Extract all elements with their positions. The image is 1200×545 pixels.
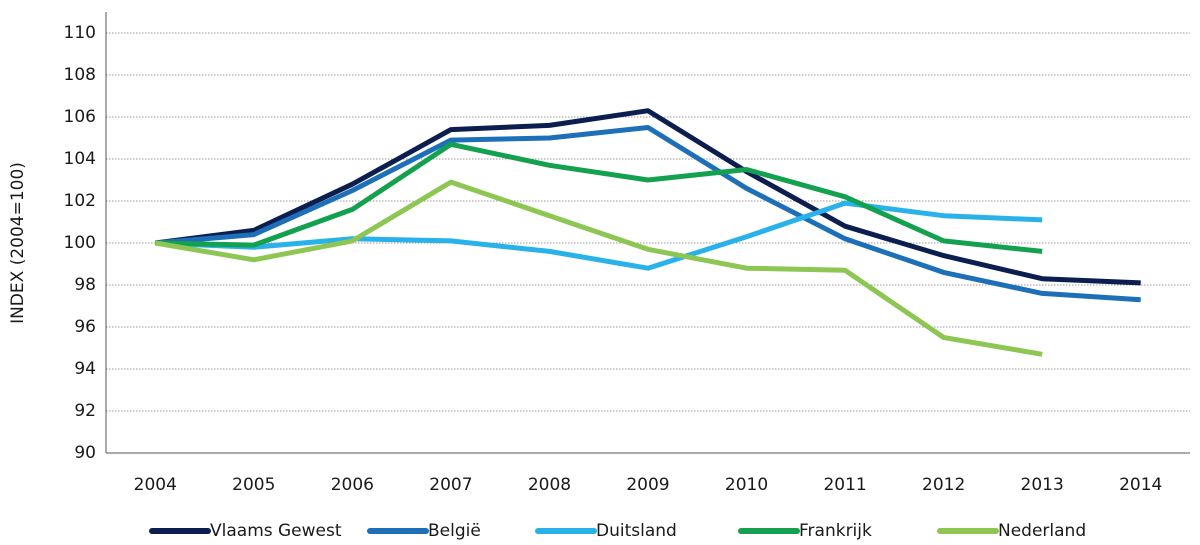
- x-tick-label: 2008: [528, 475, 571, 495]
- x-tick-label: 2009: [626, 475, 669, 495]
- x-tick-label: 2011: [823, 475, 866, 495]
- y-tick-label: 96: [74, 317, 96, 337]
- y-tick-label: 90: [74, 443, 96, 463]
- series-line: [155, 125, 1141, 303]
- y-tick-label: 100: [64, 233, 96, 253]
- x-tick-label: 2014: [1119, 475, 1162, 495]
- series-line: [154, 108, 1141, 286]
- y-tick-label: 92: [74, 401, 96, 421]
- y-tick-label: 94: [74, 359, 96, 379]
- y-tick-label: 104: [64, 149, 96, 169]
- x-tick-label: 2013: [1021, 475, 1064, 495]
- y-tick-label: 98: [74, 275, 96, 295]
- legend-label: Vlaams Gewest: [210, 521, 342, 541]
- legend-label: Nederland: [998, 521, 1086, 541]
- y-tick-label: 102: [64, 191, 96, 211]
- y-tick-label: 110: [64, 23, 96, 43]
- x-tick-label: 2012: [922, 475, 965, 495]
- series-line: [154, 179, 1043, 357]
- x-tick-label: 2006: [331, 475, 374, 495]
- series-line: [155, 200, 1043, 271]
- y-tick-label: 108: [64, 65, 96, 85]
- x-tick-label: 2007: [429, 475, 472, 495]
- y-tick-label: 106: [64, 107, 96, 127]
- legend-label: Frankrijk: [799, 521, 872, 541]
- series-line: [155, 141, 1043, 254]
- x-tick-label: 2005: [232, 475, 275, 495]
- legend-label: Duitsland: [596, 521, 677, 541]
- x-tick-label: 2004: [134, 475, 177, 495]
- y-axis-label: INDEX (2004=100): [8, 162, 28, 324]
- x-tick-label: 2010: [725, 475, 768, 495]
- legend-label: België: [428, 521, 481, 541]
